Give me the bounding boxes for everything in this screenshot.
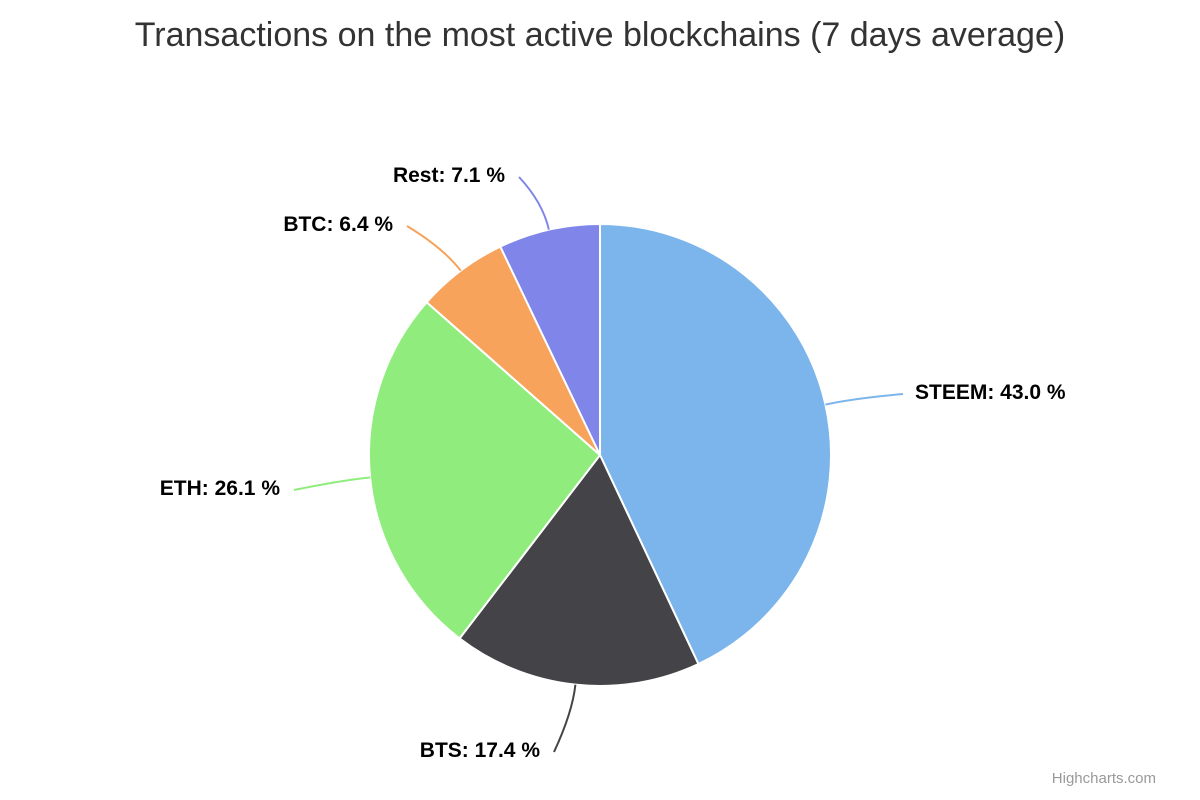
data-label-btc: BTC: 6.4 % xyxy=(283,213,393,236)
credits-link[interactable]: Highcharts.com xyxy=(1051,770,1156,787)
label-connector-btc xyxy=(406,225,462,272)
chart-title: Transactions on the most active blockcha… xyxy=(134,16,1066,54)
data-label-eth: ETH: 26.1 % xyxy=(159,477,280,500)
pie-slice-rest[interactable] xyxy=(499,223,601,456)
data-label-rest: Rest: 7.1 % xyxy=(392,164,505,187)
data-label-steem: STEEM: 43.0 % xyxy=(915,381,1066,404)
data-label-bts: BTS: 17.4 % xyxy=(419,739,540,762)
label-connector-rest xyxy=(518,176,550,230)
label-connector-eth xyxy=(293,476,371,491)
pie-slice-bts[interactable] xyxy=(458,454,700,687)
label-connector-steem xyxy=(825,393,904,406)
label-connector-bts xyxy=(553,684,577,753)
